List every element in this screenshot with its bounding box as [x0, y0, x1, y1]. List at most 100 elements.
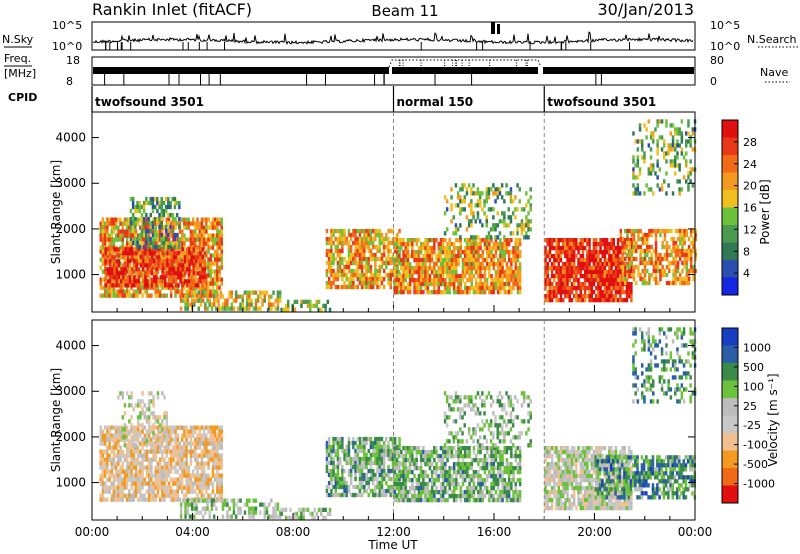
echo-cell [128, 267, 132, 272]
echo-cell [183, 285, 186, 290]
echo-cell [430, 238, 434, 243]
echo-cell [205, 477, 208, 482]
echo-cell [479, 242, 482, 247]
echo-cell [174, 445, 177, 450]
echo-cell [428, 258, 432, 263]
echo-cell [213, 433, 217, 438]
echo-cell [209, 449, 212, 454]
echo-cell [143, 441, 146, 446]
echo-cell [632, 228, 636, 234]
echo-cell [99, 225, 102, 230]
echo-cell [99, 229, 102, 234]
echo-cell [691, 127, 695, 132]
echo-cell [674, 171, 677, 176]
echo-cell [610, 274, 613, 279]
echo-cell [117, 237, 120, 242]
echo-cell [408, 270, 412, 275]
echo-cell [143, 493, 146, 498]
echo-cell [522, 207, 526, 212]
echo-cell [435, 254, 438, 259]
echo-cell [161, 427, 164, 432]
echo-cell [136, 445, 140, 450]
echo-cell [117, 449, 120, 454]
echo-cell [568, 258, 571, 263]
echo-cell [140, 204, 144, 210]
echo-cell [213, 461, 217, 466]
echo-cell [548, 242, 552, 247]
echo-cell [452, 270, 456, 275]
echo-cell [216, 253, 219, 258]
echo-cell [334, 228, 337, 234]
echo-cell [174, 477, 177, 482]
echo-cell [106, 477, 109, 482]
echo-cell [619, 250, 622, 255]
echo-cell [553, 238, 556, 243]
echo-cell [192, 279, 196, 284]
echo-cell [218, 273, 221, 278]
echo-cell [419, 290, 423, 295]
echo-cell [114, 461, 118, 466]
echo-cell [111, 275, 114, 280]
echo-cell [657, 228, 660, 234]
echo-cell [503, 282, 506, 287]
echo-cell [194, 481, 197, 486]
echo-cell [134, 489, 138, 494]
echo-cell [404, 246, 407, 251]
echo-cell [147, 493, 151, 498]
echo-cell [661, 268, 664, 274]
echo-cell [610, 242, 613, 247]
echo-cell [153, 216, 157, 222]
echo-cell [599, 274, 602, 279]
echo-cell [200, 261, 204, 266]
echo-cell [187, 481, 190, 486]
echo-cell [112, 441, 116, 446]
echo-cell [172, 221, 175, 226]
echo-cell [191, 293, 195, 298]
echo-cell [630, 252, 634, 258]
echo-cell [494, 191, 497, 196]
echo-cell [202, 477, 206, 482]
echo-cell [154, 469, 157, 474]
echo-cell [205, 261, 208, 266]
echo-cell [154, 433, 157, 438]
echo-cell [137, 247, 141, 252]
echo-cell [338, 248, 342, 254]
echo-cell [544, 270, 547, 275]
echo-cell [621, 236, 625, 242]
echo-cell [479, 238, 482, 243]
echo-cell [553, 254, 556, 259]
echo-cell [468, 278, 471, 283]
echo-cell [167, 229, 171, 234]
echo-cell [139, 477, 142, 482]
echo-cell [455, 274, 458, 279]
echo-cell [197, 510, 200, 515]
echo-cell [157, 255, 160, 260]
echo-cell [137, 275, 141, 280]
echo-cell [402, 258, 405, 263]
echo-cell [621, 282, 624, 287]
echo-cell [194, 473, 197, 478]
echo-cell [674, 276, 678, 282]
echo-cell [187, 225, 190, 230]
echo-cell [588, 274, 591, 279]
echo-cell [201, 267, 204, 272]
echo-cell [220, 433, 223, 438]
echo-cell [544, 298, 547, 303]
echo-cell [643, 256, 647, 262]
echo-cell [154, 473, 157, 478]
echo-cell [668, 228, 671, 234]
echo-cell [468, 286, 471, 291]
echo-cell [550, 298, 554, 303]
echo-cell [186, 255, 189, 260]
echo-cell [180, 217, 184, 222]
echo-cell [136, 204, 139, 210]
echo-cell [164, 244, 168, 250]
echo-cell [450, 266, 454, 271]
echo-cell [122, 271, 125, 276]
echo-cell [597, 298, 600, 303]
echo-cell [559, 290, 563, 295]
echo-cell [445, 227, 449, 232]
echo-cell [630, 298, 633, 303]
echo-cell [163, 497, 166, 502]
echo-cell [561, 262, 565, 267]
